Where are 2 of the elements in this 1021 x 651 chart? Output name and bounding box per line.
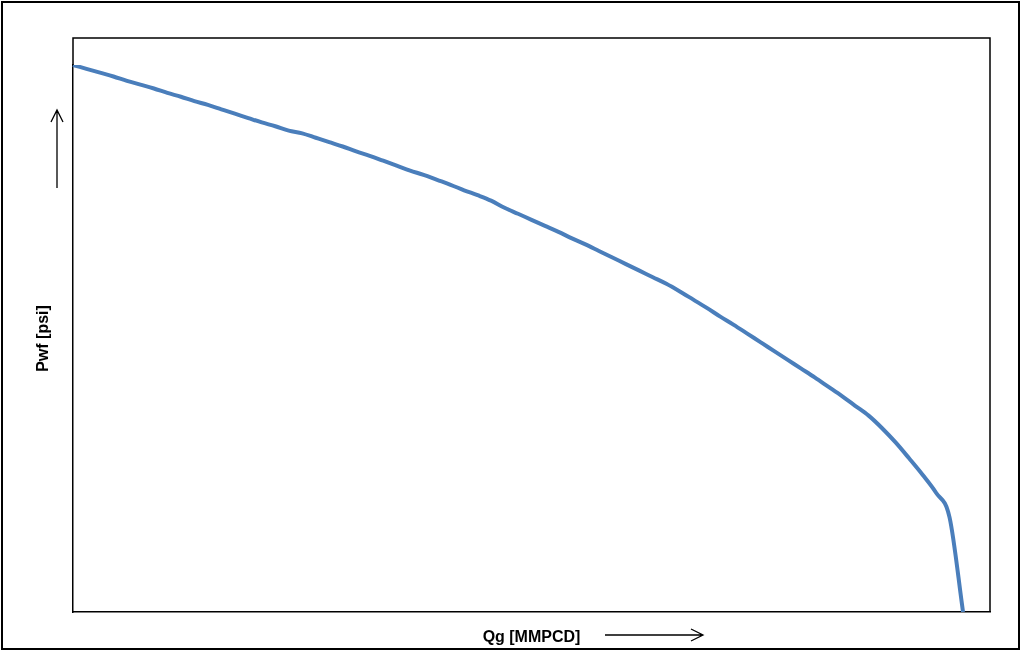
x-axis-title: Qg [MMPCD]: [482, 627, 581, 645]
y-axis-title: Pwf [psi]: [34, 305, 52, 372]
